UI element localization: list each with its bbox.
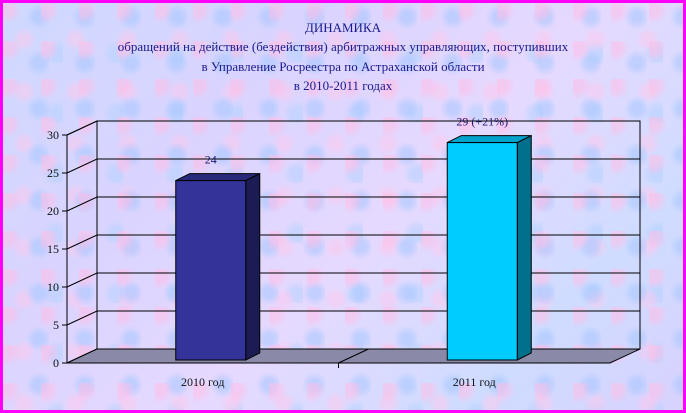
- chart-subtitle-line-2: в Управление Росреестра по Астраханской …: [201, 59, 484, 74]
- chart-subtitle-line-3: в 2010-2011 годах: [294, 78, 393, 93]
- x-category-label-1: 2010 год: [181, 375, 224, 389]
- y-tick-label: 20: [47, 204, 59, 218]
- gridline: [66, 310, 640, 326]
- gridline: [66, 234, 640, 250]
- data-label-1: 24: [205, 153, 217, 167]
- y-tick-label: 30: [47, 128, 59, 142]
- data-label-2: 29 (+21%): [456, 115, 508, 129]
- bar-side-2: [516, 134, 532, 361]
- y-tick-label: 10: [47, 280, 59, 294]
- bar-top-2: [447, 135, 532, 144]
- chart-title-block: ДИНАМИКА обращений на действие (бездейст…: [118, 20, 569, 93]
- gridline: [66, 158, 640, 174]
- gridline: [66, 120, 640, 136]
- plot-area: 0 5 10 15 20 25 30 24 2010 год 29 (+21%) 2011 год: [47, 115, 641, 389]
- y-tick-label: 15: [47, 242, 59, 256]
- category-divider: [338, 348, 369, 364]
- chart-subtitle-line-1: обращений на действие (бездействия) арби…: [118, 39, 569, 54]
- gridline: [66, 272, 640, 288]
- y-tick-label: 5: [53, 318, 59, 332]
- bar-2: [446, 142, 518, 361]
- y-tick-label: 0: [53, 356, 59, 370]
- bar-1: [175, 180, 247, 361]
- gridline: [66, 196, 640, 212]
- x-category-label-2: 2011 год: [453, 375, 496, 389]
- y-tick-label: 25: [47, 166, 59, 180]
- bar-top-1: [175, 173, 260, 182]
- bar-side-1: [245, 172, 261, 361]
- chart-title: ДИНАМИКА: [305, 20, 382, 35]
